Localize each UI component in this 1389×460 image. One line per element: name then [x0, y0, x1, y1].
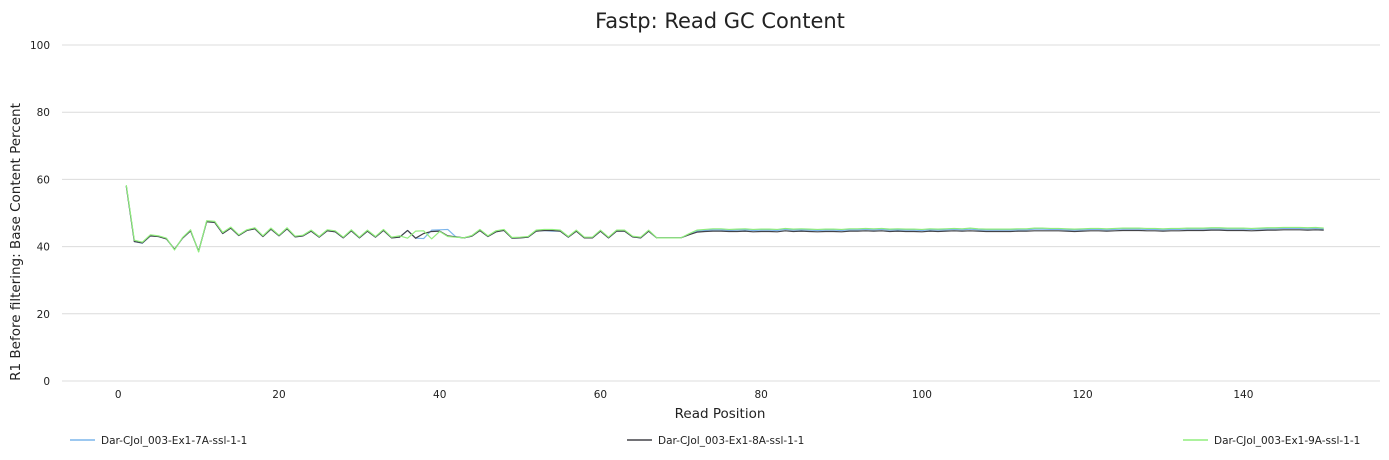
y-tick-label: 0: [43, 376, 50, 388]
x-tick-label: 140: [1233, 389, 1253, 401]
legend-item-3[interactable]: Dar-CJol_003-Ex1-9A-ssl-1-1: [1183, 435, 1360, 447]
x-axis-ticks: 0 20 40 60 80 100 120 140: [115, 389, 1253, 401]
series-line-2[interactable]: [125, 186, 1324, 252]
y-axis-ticks: 0 20 40 60 80 100: [30, 40, 50, 388]
chart-title: Fastp: Read GC Content: [595, 9, 845, 33]
y-axis-label: R1 Before filtering: Base Content Percen…: [8, 103, 24, 381]
legend-label: Dar-CJol_003-Ex1-7A-ssl-1-1: [101, 435, 247, 447]
y-tick-label: 60: [37, 174, 50, 186]
y-tick-label: 100: [30, 40, 50, 52]
x-axis-label: Read Position: [675, 406, 766, 422]
legend-item-1[interactable]: Dar-CJol_003-Ex1-7A-ssl-1-1: [70, 435, 247, 447]
series-line-3[interactable]: [125, 185, 1324, 253]
series-line-1[interactable]: [125, 186, 1324, 252]
x-tick-label: 100: [912, 389, 932, 401]
legend-label: Dar-CJol_003-Ex1-8A-ssl-1-1: [658, 435, 804, 447]
legend-label: Dar-CJol_003-Ex1-9A-ssl-1-1: [1214, 435, 1360, 447]
x-tick-label: 60: [594, 389, 607, 401]
chart-legend[interactable]: Dar-CJol_003-Ex1-7A-ssl-1-1 Dar-CJol_003-…: [70, 435, 1360, 447]
legend-item-2[interactable]: Dar-CJol_003-Ex1-8A-ssl-1-1: [627, 435, 804, 447]
x-tick-label: 80: [754, 389, 767, 401]
x-tick-label: 40: [433, 389, 446, 401]
x-tick-label: 0: [115, 389, 122, 401]
x-tick-label: 120: [1073, 389, 1093, 401]
x-tick-label: 20: [272, 389, 285, 401]
series-lines: [125, 185, 1324, 253]
y-tick-label: 40: [37, 242, 50, 254]
y-tick-label: 20: [37, 309, 50, 321]
grid-lines: [62, 44, 1380, 382]
y-tick-label: 80: [37, 107, 50, 119]
